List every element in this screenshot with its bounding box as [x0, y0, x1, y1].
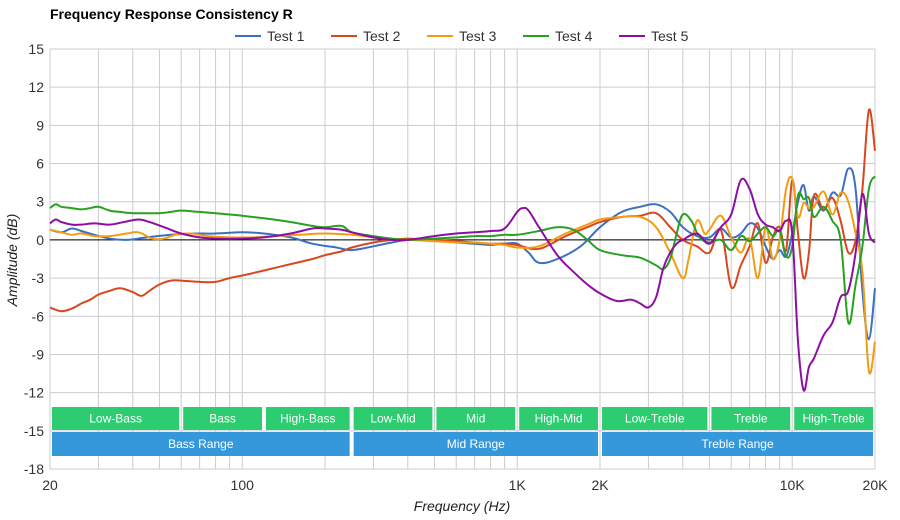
range-band [52, 432, 350, 456]
x-axis-ticks: 20 100 1K 2K 10K 20K [42, 477, 888, 493]
legend-item: Test 2 [331, 28, 401, 44]
sub-band-label: High-Mid [535, 412, 583, 426]
series-line-test-5 [49, 177, 876, 392]
series-line-test-1 [49, 167, 876, 341]
sub-band-label: Low-Treble [625, 412, 685, 426]
frequency-bands: Low-Bass Bass High-Bass Low-Mid Mid High-Mid L… [52, 407, 873, 456]
sub-band [265, 407, 350, 430]
sub-band-label: Low-Mid [370, 412, 415, 426]
series-lines [49, 108, 876, 392]
sub-band-label: High-Treble [802, 412, 865, 426]
x-tick-label: 10K [780, 477, 806, 493]
legend-item: Test 4 [523, 28, 593, 44]
legend-item: Test 1 [235, 28, 305, 44]
x-tick-label: 2K [591, 477, 609, 493]
sub-band [794, 407, 873, 430]
range-band-label: Bass Range [168, 437, 234, 451]
y-tick-label: 0 [36, 232, 44, 248]
sub-band [52, 407, 180, 430]
series-line-test-2 [49, 108, 876, 313]
x-axis-label: Frequency (Hz) [414, 498, 510, 514]
range-band [602, 432, 873, 456]
y-tick-label: -12 [24, 385, 44, 401]
legend-label: Test 1 [267, 28, 305, 44]
sub-band-label: Treble [734, 412, 768, 426]
sub-band-label: Bass [209, 412, 236, 426]
legend-label: Test 5 [651, 28, 689, 44]
grid [49, 48, 876, 470]
sub-band-label: Low-Bass [89, 412, 142, 426]
y-tick-label: -9 [32, 346, 45, 362]
sub-band [602, 407, 708, 430]
y-tick-label: -18 [24, 461, 44, 477]
legend-item: Test 5 [619, 28, 689, 44]
range-band-label: Mid Range [447, 437, 505, 451]
sub-band [519, 407, 598, 430]
sub-band-label: High-Bass [280, 412, 335, 426]
y-tick-label: 6 [36, 156, 44, 172]
y-tick-label: 12 [28, 79, 44, 95]
y-tick-label: -15 [24, 423, 44, 439]
y-tick-label: -3 [32, 270, 45, 286]
x-tick-label: 20K [863, 477, 889, 493]
chart-title: Frequency Response Consistency R [50, 6, 293, 22]
sub-band [353, 407, 433, 430]
x-tick-label: 1K [509, 477, 527, 493]
series-line-test-3 [49, 175, 876, 375]
y-axis-label: Amplitude (dB) [4, 214, 20, 308]
sub-band [183, 407, 262, 430]
y-tick-label: 3 [36, 194, 44, 210]
y-tick-label: 15 [28, 41, 44, 57]
legend-label: Test 4 [555, 28, 593, 44]
y-tick-label: 9 [36, 117, 44, 133]
sub-band [436, 407, 516, 430]
sub-band-label: Mid [466, 412, 485, 426]
x-tick-label: 100 [231, 477, 255, 493]
legend-label: Test 2 [363, 28, 401, 44]
legend: Test 1 Test 2 Test 3 Test 4 Test 5 [235, 28, 689, 44]
x-tick-label: 20 [42, 477, 58, 493]
legend-label: Test 3 [459, 28, 497, 44]
series-line-test-4 [49, 175, 876, 325]
range-band [353, 432, 598, 456]
y-axis-ticks: 15 12 9 6 3 0 -3 -6 -9 -12 -15 -18 [24, 41, 44, 477]
y-tick-label: -6 [32, 308, 45, 324]
legend-item: Test 3 [427, 28, 497, 44]
sub-band [711, 407, 791, 430]
range-band-label: Treble Range [701, 437, 774, 451]
